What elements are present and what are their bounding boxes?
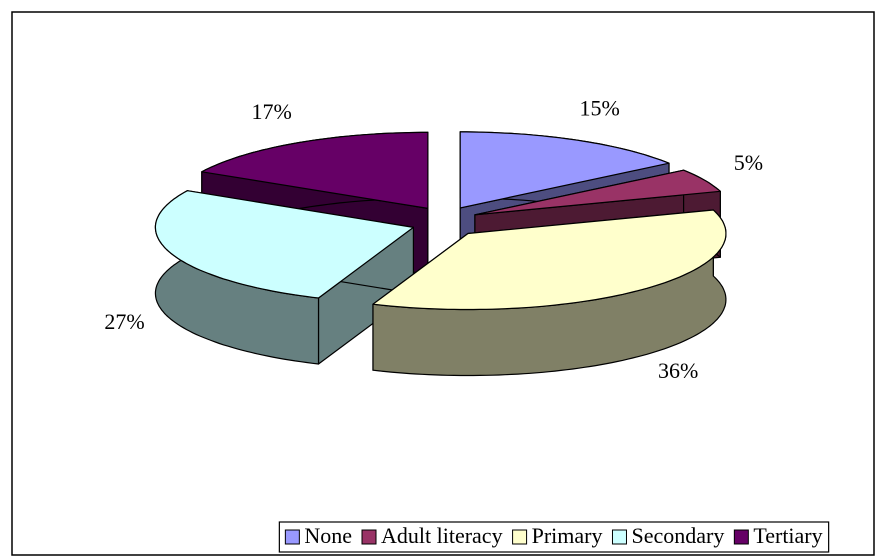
legend-swatch [733,529,749,545]
legend-swatch [361,529,377,545]
slice-top [459,131,670,209]
slice-top [154,190,414,299]
slice-top [201,131,429,209]
legend-label: Tertiary [753,523,822,548]
data-label: 5% [734,150,763,175]
data-label: 36% [658,358,698,383]
legend-swatch [611,529,627,545]
data-label: 15% [579,95,619,120]
legend-label: Primary [532,523,603,548]
legend: None Adult literacy Primary Secondary Tertia… [278,521,830,553]
legend-swatch [284,529,300,545]
legend-swatch [512,529,528,545]
legend-label: Secondary [631,523,724,548]
legend-label: None [304,523,352,548]
pie-slice [154,190,414,365]
legend-label: Adult literacy [381,523,503,548]
slice-top [474,169,721,216]
data-label: 27% [104,309,144,334]
slice-top [372,209,727,311]
pie-slice [372,209,727,377]
data-label: 17% [251,99,291,124]
